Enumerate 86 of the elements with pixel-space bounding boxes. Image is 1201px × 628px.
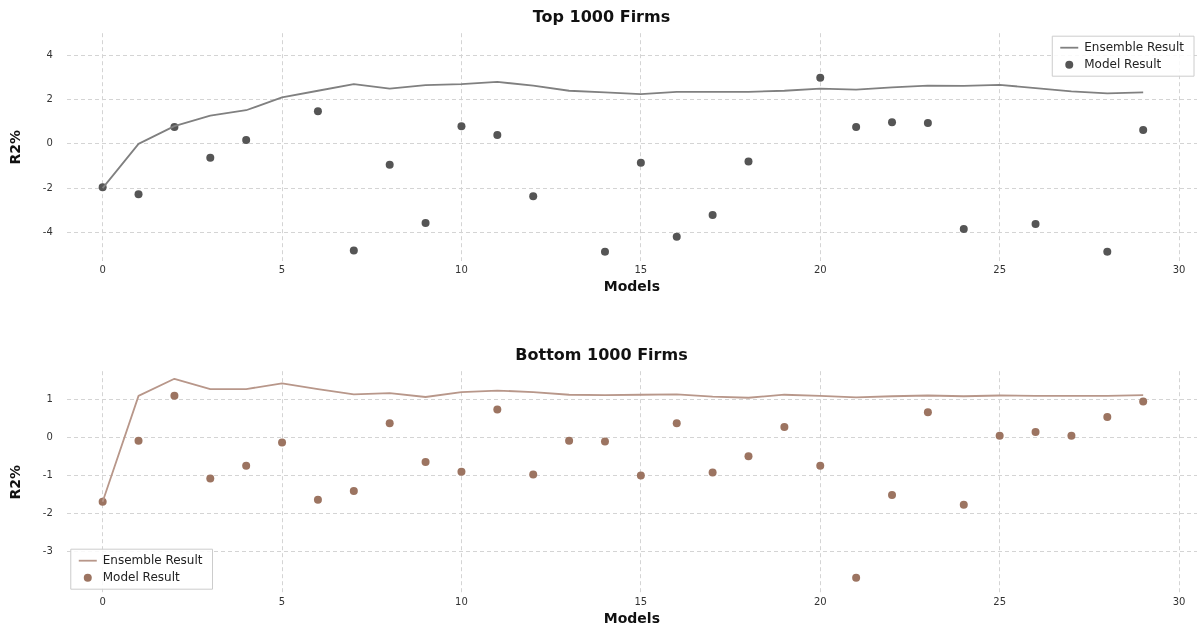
point <box>457 467 466 476</box>
point <box>421 457 430 466</box>
point <box>529 470 538 479</box>
x-tick-label: 5 <box>278 595 286 607</box>
point <box>888 118 897 127</box>
point <box>134 190 143 199</box>
y-tick-label: 0 <box>46 137 53 149</box>
point <box>816 73 825 82</box>
point <box>672 232 681 241</box>
x-tick-label: 20 <box>813 263 827 275</box>
x-tick-label: 5 <box>278 263 286 275</box>
chart-title: Bottom 1000 Firms <box>515 344 688 364</box>
x-tick-label: 20 <box>813 595 827 607</box>
legend-label: Model Result <box>1084 56 1162 71</box>
point <box>313 495 322 504</box>
point <box>923 408 932 417</box>
point <box>313 107 322 116</box>
point <box>278 438 287 447</box>
legend-label: Model Result <box>102 569 180 584</box>
point <box>206 474 215 483</box>
y-tick-label: 0 <box>46 431 53 443</box>
point <box>852 123 861 132</box>
point <box>852 573 861 582</box>
point <box>493 131 502 140</box>
y-tick-label: 1 <box>46 393 53 405</box>
y-tick-label: -1 <box>42 469 53 481</box>
point <box>636 471 645 480</box>
x-tick-label: 15 <box>634 263 648 275</box>
y-tick-label: -4 <box>42 226 53 238</box>
point <box>1103 413 1112 422</box>
y-axis-title: R2% <box>7 129 24 165</box>
point <box>421 218 430 227</box>
x-axis-title: Models <box>603 610 660 627</box>
x-tick-label: 0 <box>99 595 106 607</box>
point <box>1067 431 1076 440</box>
point <box>457 122 466 131</box>
point <box>385 160 394 169</box>
y-tick-label: 2 <box>46 93 53 105</box>
x-tick-label: 30 <box>1172 595 1186 607</box>
x-tick-label: 15 <box>634 595 648 607</box>
y-tick-label: -2 <box>42 181 53 193</box>
point <box>923 119 932 128</box>
point <box>744 157 753 166</box>
x-tick-label: 25 <box>993 595 1007 607</box>
point <box>1031 427 1040 436</box>
point <box>672 419 681 428</box>
point <box>1139 125 1148 134</box>
point <box>995 431 1004 440</box>
y-axis-title: R2% <box>7 464 24 500</box>
legend-label: Ensemble Result <box>1084 39 1185 54</box>
y-tick-label: -2 <box>42 507 53 519</box>
point <box>744 452 753 461</box>
point <box>493 405 502 414</box>
point <box>206 153 215 162</box>
point <box>170 391 179 400</box>
point <box>1103 247 1112 256</box>
y-tick-label: -3 <box>42 545 53 557</box>
x-axis-title: Models <box>603 278 660 295</box>
x-tick-label: 10 <box>455 263 468 275</box>
point <box>349 246 358 255</box>
point <box>1139 397 1148 406</box>
point <box>708 210 717 219</box>
point <box>242 135 251 144</box>
point <box>636 158 645 167</box>
legend-label: Ensemble Result <box>102 552 203 567</box>
chart-title: Top 1000 Firms <box>532 6 671 26</box>
point <box>529 192 538 201</box>
x-tick-label: 30 <box>1172 263 1186 275</box>
point <box>565 436 574 445</box>
point <box>959 500 968 509</box>
point <box>134 436 143 445</box>
point <box>600 247 609 256</box>
x-tick-label: 0 <box>99 263 106 275</box>
y-tick-label: 4 <box>46 48 53 60</box>
point <box>780 422 789 431</box>
point <box>959 224 968 233</box>
point <box>1031 220 1040 229</box>
point <box>385 419 394 428</box>
x-tick-label: 25 <box>993 263 1007 275</box>
point <box>816 461 825 470</box>
point <box>349 487 358 496</box>
point <box>242 461 251 470</box>
x-tick-label: 10 <box>455 595 468 607</box>
point <box>708 468 717 477</box>
point <box>888 490 897 499</box>
point <box>600 437 609 446</box>
